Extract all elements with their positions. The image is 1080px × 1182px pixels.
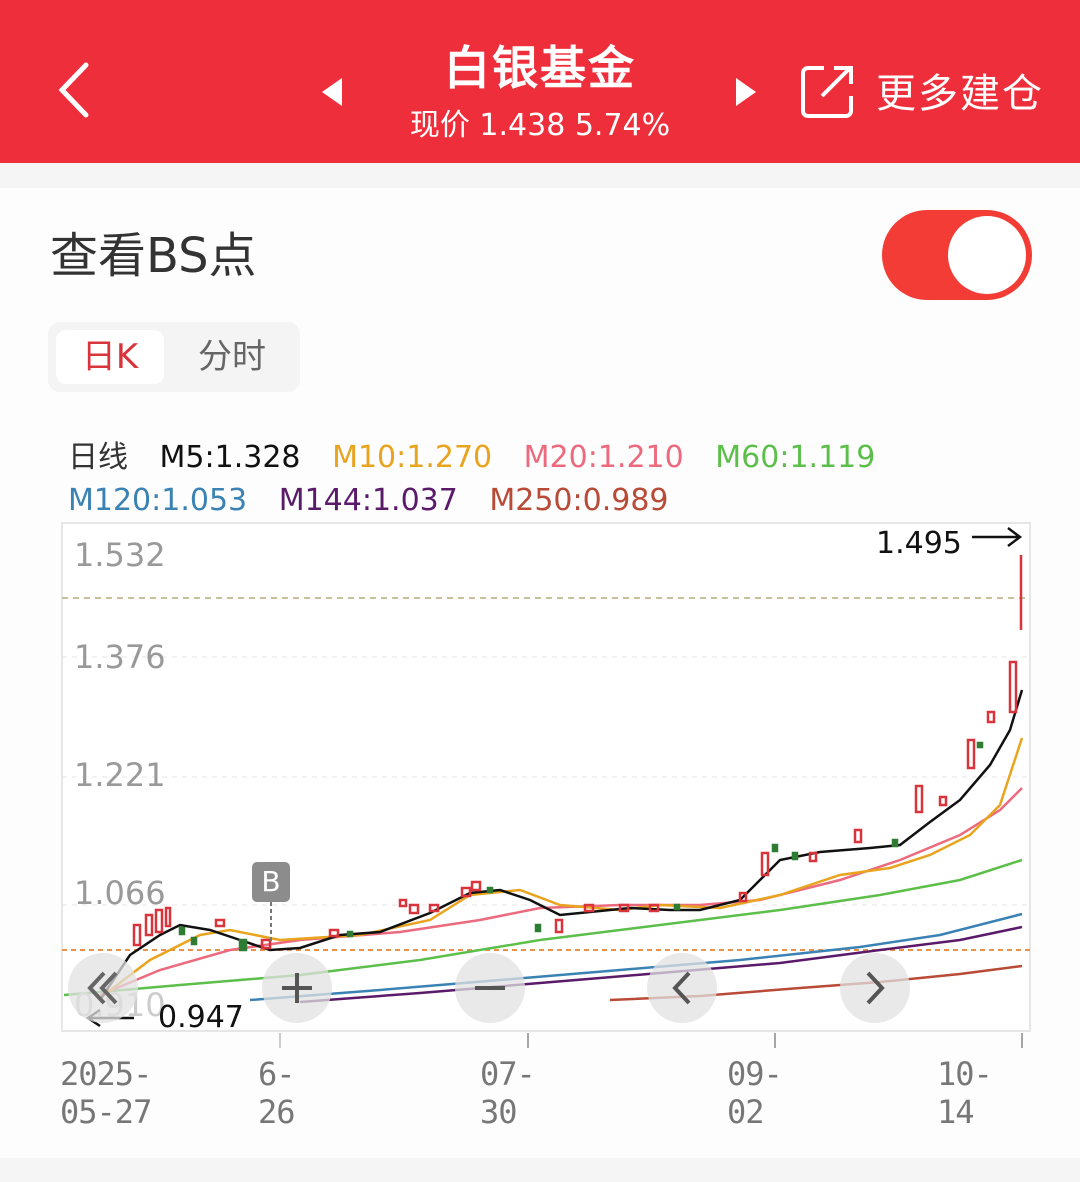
more-position-button[interactable]: 更多建仓	[876, 71, 1044, 117]
low-price-label: 0.947	[158, 1000, 244, 1035]
scroll-left-button[interactable]	[647, 953, 717, 1023]
zoom-out-button[interactable]	[455, 953, 525, 1023]
period-segmented-control: 日K 分时	[48, 322, 300, 392]
tab-daily-k[interactable]: 日K	[56, 330, 164, 384]
x-tick-end: 10-14	[937, 1055, 993, 1131]
y-tick-3: 1.221	[74, 756, 166, 794]
x-tick-3: 07-30	[480, 1055, 536, 1131]
bs-toggle[interactable]	[882, 210, 1032, 300]
chevron-left-icon[interactable]	[52, 55, 102, 125]
legend-m60: M60:1.119	[715, 440, 876, 475]
y-tick-2: 1.376	[74, 638, 166, 676]
scroll-right-button[interactable]	[840, 953, 910, 1023]
price-subtitle: 现价 1.438 5.74%	[409, 108, 671, 143]
legend-prefix: 日线	[68, 440, 128, 475]
rewind-button[interactable]	[68, 953, 138, 1023]
bs-section-title: 查看BS点	[50, 228, 257, 284]
zoom-out-icon	[475, 986, 505, 990]
y-tick-1: 1.532	[74, 536, 166, 574]
legend-m10: M10:1.270	[332, 440, 493, 475]
header-bar: 白银基金 现价 1.438 5.74% 更多建仓	[0, 0, 1080, 163]
legend-m120: M120:1.053	[68, 483, 248, 518]
legend-m20: M20:1.210	[523, 440, 684, 475]
bottom-divider	[0, 1158, 1080, 1182]
external-link-icon[interactable]	[800, 64, 856, 120]
triangle-left-icon[interactable]	[316, 72, 348, 112]
scroll-left-icon	[672, 971, 691, 1005]
rewind-icon	[87, 971, 118, 1005]
page-title: 白银基金	[444, 41, 636, 95]
scroll-right-icon	[866, 971, 885, 1005]
toggle-knob	[948, 216, 1026, 294]
legend-m144: M144:1.037	[278, 483, 458, 518]
zoom-in-button[interactable]	[262, 953, 332, 1023]
x-tick-4: 09-02	[727, 1055, 783, 1131]
legend-m250: M250:0.989	[489, 483, 669, 518]
high-price-label: 1.495	[876, 526, 962, 561]
x-tick-start: 2025-05-27	[60, 1055, 152, 1131]
tab-intraday[interactable]: 分时	[198, 337, 266, 377]
ma-legend-row-2: M120:1.053 M144:1.037 M250:0.989	[68, 481, 691, 521]
legend-m5: M5:1.328	[159, 440, 301, 475]
candles	[132, 555, 1023, 952]
x-tick-2: 6-26	[258, 1055, 296, 1131]
buy-signal-marker[interactable]: B	[252, 862, 290, 902]
zoom-in-icon	[282, 973, 312, 1003]
ma-legend-row-1: 日线 M5:1.328 M10:1.270 M20:1.210 M60:1.11…	[68, 438, 897, 478]
triangle-right-icon[interactable]	[730, 72, 762, 112]
y-tick-4: 1.066	[74, 874, 166, 912]
